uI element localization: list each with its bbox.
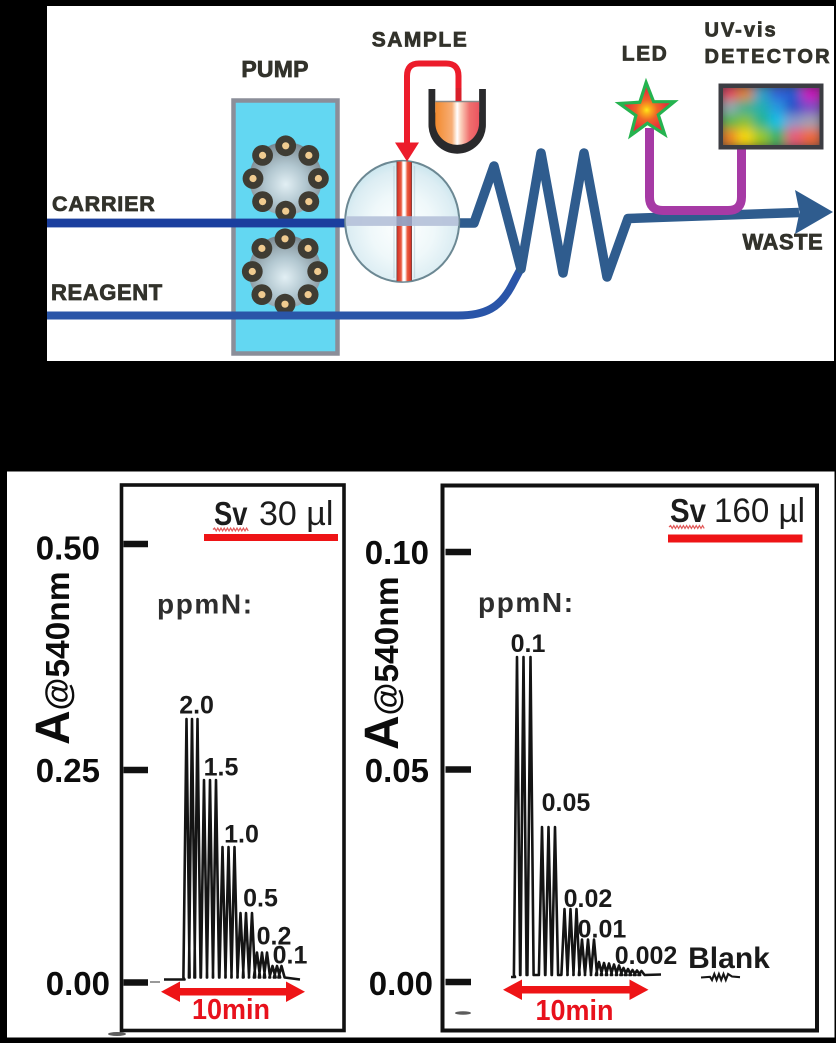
- svg-text:0.25: 0.25: [36, 752, 100, 789]
- svg-text:0.00: 0.00: [46, 965, 110, 1002]
- svg-text:0.5: 0.5: [243, 885, 278, 913]
- svg-text:30 µl: 30 µl: [259, 495, 333, 533]
- svg-text:Blank: Blank: [688, 942, 770, 975]
- svg-text:SAMPLE: SAMPLE: [372, 29, 469, 52]
- svg-text:WASTE: WASTE: [743, 230, 824, 255]
- svg-text:1.5: 1.5: [204, 754, 239, 782]
- svg-text:0.10: 0.10: [365, 534, 429, 571]
- svg-text:160 µl: 160 µl: [714, 492, 805, 530]
- svg-text:Sv: Sv: [670, 492, 707, 529]
- svg-text:0.00: 0.00: [369, 965, 433, 1002]
- svg-text:10min: 10min: [536, 995, 614, 1027]
- svg-text:UV-vis: UV-vis: [705, 20, 778, 42]
- svg-text:0.2: 0.2: [257, 923, 292, 951]
- svg-text:0.01: 0.01: [578, 916, 627, 944]
- svg-text:0.50: 0.50: [36, 530, 100, 567]
- svg-text:PUMP: PUMP: [241, 56, 308, 82]
- svg-text:10min: 10min: [192, 994, 270, 1026]
- svg-text:0.1: 0.1: [511, 630, 546, 658]
- svg-text:CARRIER: CARRIER: [52, 192, 156, 216]
- svg-text:0.1: 0.1: [273, 942, 308, 970]
- svg-text:0.002: 0.002: [615, 942, 678, 970]
- svg-text:0.05: 0.05: [365, 752, 429, 789]
- svg-text:0.02: 0.02: [564, 885, 613, 913]
- svg-text:1.0: 1.0: [224, 821, 259, 849]
- svg-text:ppmN:: ppmN:: [157, 589, 254, 620]
- svg-text:2.0: 2.0: [179, 692, 214, 720]
- svg-text:0.05: 0.05: [542, 789, 591, 817]
- svg-text:ppmN:: ppmN:: [478, 587, 575, 618]
- svg-text:Sv: Sv: [214, 495, 248, 532]
- svg-text:REAGENT: REAGENT: [51, 280, 163, 305]
- svg-text:LED: LED: [622, 43, 669, 66]
- svg-text:DETECTOR: DETECTOR: [705, 46, 832, 68]
